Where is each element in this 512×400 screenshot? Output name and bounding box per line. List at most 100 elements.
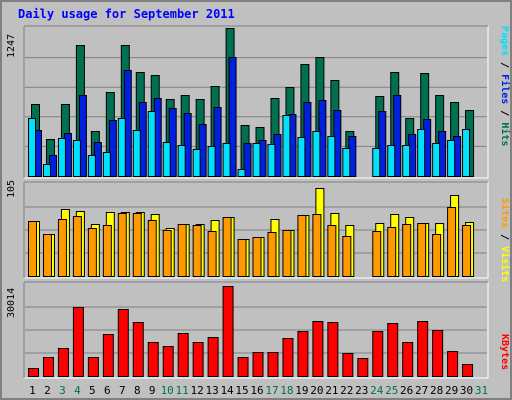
legend-sep-2: / <box>499 104 510 123</box>
legend-sites: Sites <box>499 198 510 229</box>
pages-bar-day-7 <box>117 118 126 177</box>
x-tick-label-day-17: 17 <box>265 384 278 397</box>
sites-bar-day-8 <box>132 213 142 277</box>
pages-bar-day-14 <box>222 143 231 177</box>
pages-bar-day-29 <box>447 140 456 177</box>
x-tick-label-day-4: 4 <box>74 384 81 397</box>
x-tick-label-day-21: 21 <box>325 384 338 397</box>
pages-bar-day-13 <box>207 146 216 177</box>
kbytes-bar-day-29 <box>447 351 459 377</box>
kbytes-bar-day-13 <box>207 337 219 377</box>
pages-bar-day-15 <box>237 169 246 177</box>
pages-bar-day-28 <box>432 143 441 177</box>
files-bar-day-4 <box>78 95 87 177</box>
panel2-ymax-label: 105 <box>6 179 17 198</box>
sites-bar-day-11 <box>177 224 187 277</box>
sites-bar-day-21 <box>327 225 337 277</box>
x-tick-label-day-13: 13 <box>205 384 218 397</box>
pages-bar-day-5 <box>87 155 96 177</box>
kbytes-bar-day-4 <box>72 307 84 377</box>
chart-title: Daily usage for September 2011 <box>18 7 235 21</box>
x-tick-label-day-23: 23 <box>355 384 368 397</box>
sites-bar-day-24 <box>372 231 382 277</box>
panel1-ymax-label: 1247 <box>6 33 17 58</box>
pages-bar-day-2 <box>42 164 51 177</box>
kbytes-bar-day-24 <box>372 331 384 377</box>
sites-bar-day-25 <box>387 227 397 277</box>
x-tick-label-day-9: 9 <box>149 384 156 397</box>
kbytes-bar-day-25 <box>387 323 399 377</box>
x-tick-label-day-26: 26 <box>400 384 413 397</box>
kbytes-bar-day-7 <box>117 309 129 377</box>
kbytes-bar-day-30 <box>462 364 474 377</box>
sites-bar-day-13 <box>207 231 217 277</box>
legend-sites-visits: Sites / Visits <box>499 198 510 282</box>
pages-bar-day-12 <box>192 149 201 177</box>
x-tick-label-day-31: 31 <box>475 384 488 397</box>
legend-kbytes-label: KBytes <box>499 334 510 371</box>
kbytes-bar-day-21 <box>327 322 339 377</box>
x-tick-label-day-2: 2 <box>44 384 51 397</box>
files-bar-day-24 <box>378 111 387 177</box>
pages-bar-day-1 <box>28 118 36 177</box>
kbytes-bar-day-16 <box>252 352 264 377</box>
pages-bar-day-11 <box>177 145 186 177</box>
kbytes-bar-day-28 <box>432 330 444 377</box>
sites-bar-day-5 <box>87 228 97 277</box>
sites-bar-day-26 <box>402 224 412 277</box>
x-tick-label-day-16: 16 <box>250 384 263 397</box>
kbytes-bar-day-19 <box>297 331 309 377</box>
pages-bar-day-25 <box>387 145 396 177</box>
pages-bar-day-24 <box>372 148 381 177</box>
kbytes-bar-day-6 <box>102 334 114 377</box>
sites-bar-day-19 <box>297 215 307 277</box>
legend-kbytes: KBytes <box>499 334 510 370</box>
pages-bar-day-17 <box>267 144 276 177</box>
legend-pages: Pages <box>499 26 510 57</box>
x-tick-label-day-12: 12 <box>191 384 204 397</box>
kbytes-bar-day-20 <box>312 321 324 377</box>
sites-bar-day-18 <box>282 230 292 277</box>
x-tick-label-day-29: 29 <box>445 384 458 397</box>
pages-bar-day-30 <box>462 129 471 177</box>
x-tick-label-day-22: 22 <box>340 384 353 397</box>
sites-bar-day-2 <box>42 234 52 277</box>
pages-bar-day-16 <box>252 143 261 177</box>
legend-pages-files-hits: Pages / Files / Hits <box>499 26 510 146</box>
x-tick-label-day-24: 24 <box>370 384 384 397</box>
pages-bar-day-18 <box>282 115 291 177</box>
sites-bar-day-30 <box>462 225 472 277</box>
x-tick-label-day-6: 6 <box>104 384 111 397</box>
x-tick-label-day-20: 20 <box>310 384 323 397</box>
pages-bar-day-8 <box>132 130 141 177</box>
pages-bar-day-20 <box>312 131 321 177</box>
legend-files: Files <box>499 74 510 105</box>
kbytes-bar-day-15 <box>237 357 249 377</box>
x-tick-label-day-3: 3 <box>59 384 66 397</box>
x-tick-label-day-18: 18 <box>280 384 293 397</box>
legend-sep-3: / <box>499 228 510 247</box>
sites-bar-day-16 <box>252 237 262 277</box>
kbytes-bar-day-18 <box>282 338 294 377</box>
kbytes-bar-day-1 <box>28 368 39 377</box>
sites-bar-day-29 <box>447 207 457 277</box>
x-tick-label-day-19: 19 <box>295 384 308 397</box>
kbytes-bar-day-3 <box>57 348 69 377</box>
pages-bar-day-21 <box>327 136 336 177</box>
kbytes-bar-day-2 <box>42 357 54 377</box>
pages-bar-day-22 <box>342 148 351 177</box>
pages-bar-day-10 <box>162 142 171 177</box>
legend-sep-1: / <box>499 56 510 75</box>
sites-bar-day-17 <box>267 232 277 277</box>
sites-bar-day-10 <box>162 230 172 277</box>
x-tick-label-day-1: 1 <box>29 384 36 397</box>
pages-bar-day-19 <box>297 137 306 177</box>
files-bar-day-13 <box>213 107 222 177</box>
files-bar-day-25 <box>393 95 402 177</box>
pages-bar-day-27 <box>417 129 426 177</box>
kbytes-bar-day-12 <box>192 342 204 377</box>
sites-bar-day-12 <box>192 225 202 277</box>
kbytes-bar-day-5 <box>87 357 99 377</box>
